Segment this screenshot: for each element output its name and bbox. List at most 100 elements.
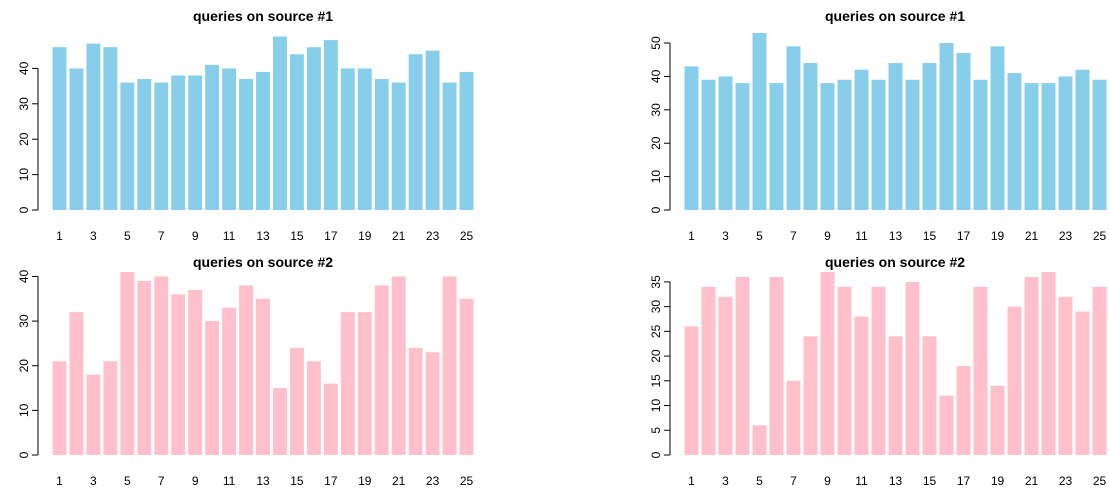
bar (837, 79, 852, 210)
x-tick-label: 17 (324, 474, 338, 488)
bar (786, 380, 801, 455)
bar (1007, 73, 1022, 210)
x-tick-label: 23 (426, 474, 440, 488)
x-tick-label: 11 (855, 474, 868, 488)
bar (752, 425, 767, 455)
bar (803, 63, 818, 211)
bar (408, 347, 423, 455)
y-tick-label: 0 (649, 206, 663, 213)
y-tick-label: 35 (649, 275, 663, 289)
y-tick-label: 20 (649, 349, 663, 363)
bar (188, 289, 203, 455)
y-tick-label: 40 (17, 61, 31, 75)
y-tick-label: 20 (17, 132, 31, 146)
bar (1058, 76, 1073, 210)
x-tick-label: 9 (824, 474, 831, 488)
y-tick-label: 25 (649, 324, 663, 338)
bar (137, 79, 152, 211)
bar (922, 336, 937, 455)
bar (222, 68, 237, 211)
y-tick-label: 15 (649, 374, 663, 388)
bar (374, 79, 389, 211)
x-tick-label: 11 (223, 229, 236, 243)
x-tick-label: 7 (158, 229, 165, 243)
bar (239, 285, 253, 455)
bar (735, 83, 750, 210)
x-tick-label: 5 (124, 474, 131, 488)
x-tick-label: 5 (756, 474, 763, 488)
x-tick-label: 3 (722, 474, 729, 488)
bar (323, 40, 338, 210)
bar (684, 66, 699, 211)
bar (718, 76, 733, 210)
bar (871, 286, 886, 455)
bar (86, 374, 101, 455)
bar (1024, 276, 1039, 455)
bar (922, 63, 937, 211)
x-tick-label: 25 (1093, 229, 1107, 243)
bar (374, 285, 389, 455)
x-tick-label: 17 (957, 474, 971, 488)
y-tick-label: 10 (17, 168, 31, 182)
bar (837, 286, 852, 455)
x-tick-label: 21 (1025, 229, 1039, 243)
bar (103, 47, 118, 210)
x-tick-label: 23 (426, 229, 440, 243)
bar (1075, 311, 1090, 455)
bar (120, 82, 135, 210)
bar (273, 388, 287, 455)
bar (425, 352, 440, 455)
x-tick-label: 1 (688, 474, 695, 488)
bar (154, 276, 169, 455)
bar (752, 33, 767, 210)
y-tick-label: 40 (17, 269, 31, 283)
bar (391, 82, 406, 210)
y-tick-label: 0 (17, 451, 31, 458)
bar (171, 75, 186, 210)
chart-title: queries on source #1 (193, 8, 333, 24)
y-tick-label: 10 (17, 403, 31, 417)
x-tick-label: 23 (1059, 229, 1073, 243)
y-tick-label: 5 (649, 427, 663, 434)
bar (154, 82, 169, 210)
x-tick-label: 13 (889, 474, 903, 488)
bar (854, 69, 869, 211)
y-tick-label: 20 (17, 359, 31, 373)
y-tick-label: 10 (649, 170, 663, 184)
x-tick-label: 13 (256, 474, 270, 488)
bar (1092, 79, 1107, 210)
x-tick-label: 9 (192, 229, 199, 243)
bar (306, 47, 321, 210)
bar (735, 276, 750, 455)
bar (103, 361, 118, 455)
bar (442, 82, 457, 210)
bar (990, 385, 1005, 455)
x-tick-label: 15 (923, 474, 937, 488)
bar (256, 71, 270, 210)
bar (205, 321, 220, 455)
y-tick-label: 30 (17, 97, 31, 111)
bar (222, 307, 237, 455)
bar (171, 294, 186, 455)
bar (391, 276, 406, 455)
bar (990, 46, 1005, 210)
bar (340, 312, 355, 455)
bar (939, 43, 954, 210)
bar (1024, 83, 1039, 210)
bar (120, 272, 135, 455)
bar (69, 312, 84, 455)
x-tick-label: 25 (460, 474, 474, 488)
bar (323, 383, 338, 455)
bar (786, 46, 801, 210)
bar (273, 36, 287, 210)
x-tick-label: 11 (223, 474, 236, 488)
bar (820, 83, 835, 210)
bar (289, 54, 304, 210)
chart-title: queries on source #2 (825, 254, 965, 270)
bar (408, 54, 423, 210)
y-tick-label: 0 (649, 451, 663, 458)
bar (854, 316, 869, 455)
bar (442, 276, 457, 455)
